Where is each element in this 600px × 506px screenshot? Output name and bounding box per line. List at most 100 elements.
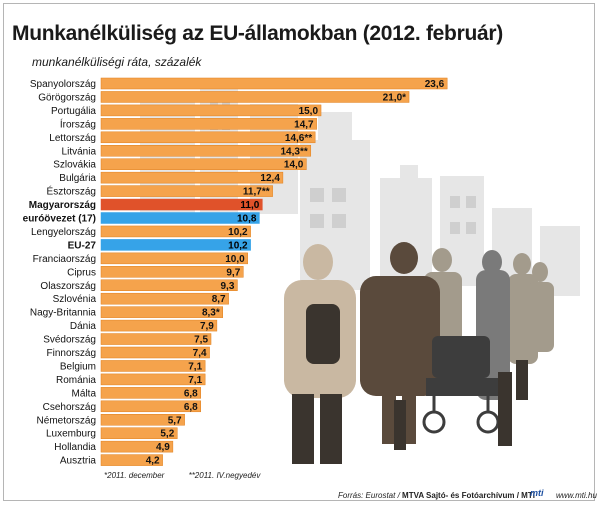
footnotes: *2011. december **2011. IV.negyedév	[104, 471, 282, 480]
mti-site-link[interactable]: www.mti.hu	[556, 491, 597, 500]
mti-logo: mti	[530, 488, 544, 498]
value-label-11: 10,2	[228, 227, 248, 238]
category-label-10: euróövezet (17)	[23, 214, 96, 225]
category-label-9: Magyarország	[29, 200, 96, 211]
value-label-24: 6,8	[184, 402, 198, 413]
category-label-22: Románia	[56, 375, 96, 386]
category-label-18: Dánia	[70, 321, 97, 332]
category-label-19: Svédország	[43, 335, 96, 346]
value-label-1: 21,0*	[383, 92, 406, 103]
value-label-12: 10,2	[228, 240, 248, 251]
value-label-22: 7,1	[188, 375, 202, 386]
category-label-1: Görögország	[38, 92, 96, 103]
category-label-5: Litvánia	[62, 146, 97, 157]
value-label-7: 12,4	[260, 173, 280, 184]
bar-4	[100, 131, 316, 144]
bar-13	[100, 252, 248, 265]
value-label-14: 9,7	[226, 267, 240, 278]
category-label-25: Németország	[37, 415, 96, 426]
value-label-4: 14,6**	[285, 133, 312, 144]
bar-23	[100, 387, 201, 399]
value-label-23: 6,8	[184, 388, 198, 399]
category-label-16: Szlovénia	[53, 294, 97, 305]
value-label-27: 4,9	[156, 442, 170, 453]
category-label-12: EU-27	[68, 240, 97, 251]
bar-26	[100, 427, 178, 439]
category-label-20: Finnország	[47, 348, 96, 359]
category-label-17: Nagy-Britannia	[30, 308, 97, 319]
bars-layer: Spanyolország 23,6 Görögország 21,0* Portugá…	[23, 77, 448, 467]
value-label-10: 10,8	[237, 214, 257, 225]
category-label-2: Portugália	[51, 106, 96, 117]
bar-7	[100, 171, 284, 184]
chart-subtitle: munkanélküliségi ráta, százalék	[32, 55, 202, 69]
source-credit: Forrás: Eurostat / MTVA Sajtó- és Fotóar…	[338, 491, 535, 500]
value-label-18: 7,9	[200, 321, 214, 332]
bar-8	[100, 185, 273, 197]
category-label-14: Ciprus	[67, 267, 96, 278]
bar-5	[100, 145, 312, 157]
value-label-25: 5,7	[168, 415, 182, 426]
value-label-0: 23,6	[425, 79, 445, 90]
footnote-1: *2011. december	[104, 471, 165, 480]
category-label-21: Belgium	[60, 361, 96, 372]
value-label-17: 8,3*	[202, 308, 220, 319]
bar-16	[100, 292, 229, 305]
bar-2	[100, 104, 322, 117]
category-label-15: Olaszország	[40, 281, 96, 292]
bar-22	[100, 373, 206, 386]
category-label-28: Ausztria	[60, 456, 97, 467]
bar-0	[100, 77, 448, 90]
chart-title: Munkanélküliség az EU-államokban (2012. …	[12, 22, 503, 45]
category-label-7: Bulgária	[59, 173, 96, 184]
bar-3	[100, 118, 317, 130]
bar-20	[100, 346, 210, 359]
source-prefix: Forrás: Eurostat /	[338, 491, 403, 500]
value-label-15: 9,3	[221, 281, 235, 292]
bar-10	[100, 212, 260, 224]
category-label-27: Hollandia	[54, 442, 96, 453]
value-label-8: 11,7**	[243, 187, 270, 198]
bar-1	[100, 91, 410, 103]
bar-17	[100, 306, 224, 318]
category-label-0: Spanyolország	[30, 79, 96, 90]
value-label-2: 15,0	[299, 106, 319, 117]
value-label-28: 4,2	[146, 456, 160, 467]
category-label-23: Málta	[72, 388, 97, 399]
bar-11	[100, 225, 251, 238]
bar-15	[100, 279, 238, 291]
bar-24	[100, 400, 201, 413]
value-label-13: 10,0	[225, 254, 245, 265]
category-label-6: Szlovákia	[53, 160, 96, 171]
category-label-24: Csehország	[43, 402, 96, 413]
category-label-8: Észtország	[47, 185, 96, 198]
bar-19	[100, 333, 212, 345]
category-label-26: Luxemburg	[46, 429, 96, 440]
bar-14	[100, 266, 244, 278]
value-label-9: 11,0	[240, 200, 259, 211]
value-label-21: 7,1	[188, 361, 202, 372]
value-label-26: 5,2	[160, 429, 174, 440]
footnote-2: **2011. IV.negyedév	[188, 471, 261, 480]
category-label-4: Lettország	[49, 133, 96, 144]
bar-21	[100, 360, 206, 372]
category-label-11: Lengyelország	[31, 227, 96, 238]
category-label-3: Írország	[60, 117, 96, 130]
value-label-3: 14,7	[294, 119, 314, 130]
value-label-19: 7,5	[194, 335, 208, 346]
source-agency: MTVA Sajtó- és Fotóarchívum / MTI	[402, 491, 535, 500]
value-label-6: 14,0	[284, 160, 304, 171]
bar-18	[100, 319, 218, 332]
bar-6	[100, 158, 307, 170]
infographic-frame	[3, 3, 595, 501]
bar-27	[100, 440, 174, 453]
bar-12	[100, 239, 251, 251]
category-label-13: Franciaország	[33, 254, 96, 265]
bar-25	[100, 414, 185, 426]
value-label-20: 7,4	[193, 348, 207, 359]
value-label-5: 14,3**	[281, 146, 308, 157]
value-label-16: 8,7	[212, 294, 226, 305]
bar-28	[100, 454, 163, 466]
bar-9	[100, 198, 263, 211]
